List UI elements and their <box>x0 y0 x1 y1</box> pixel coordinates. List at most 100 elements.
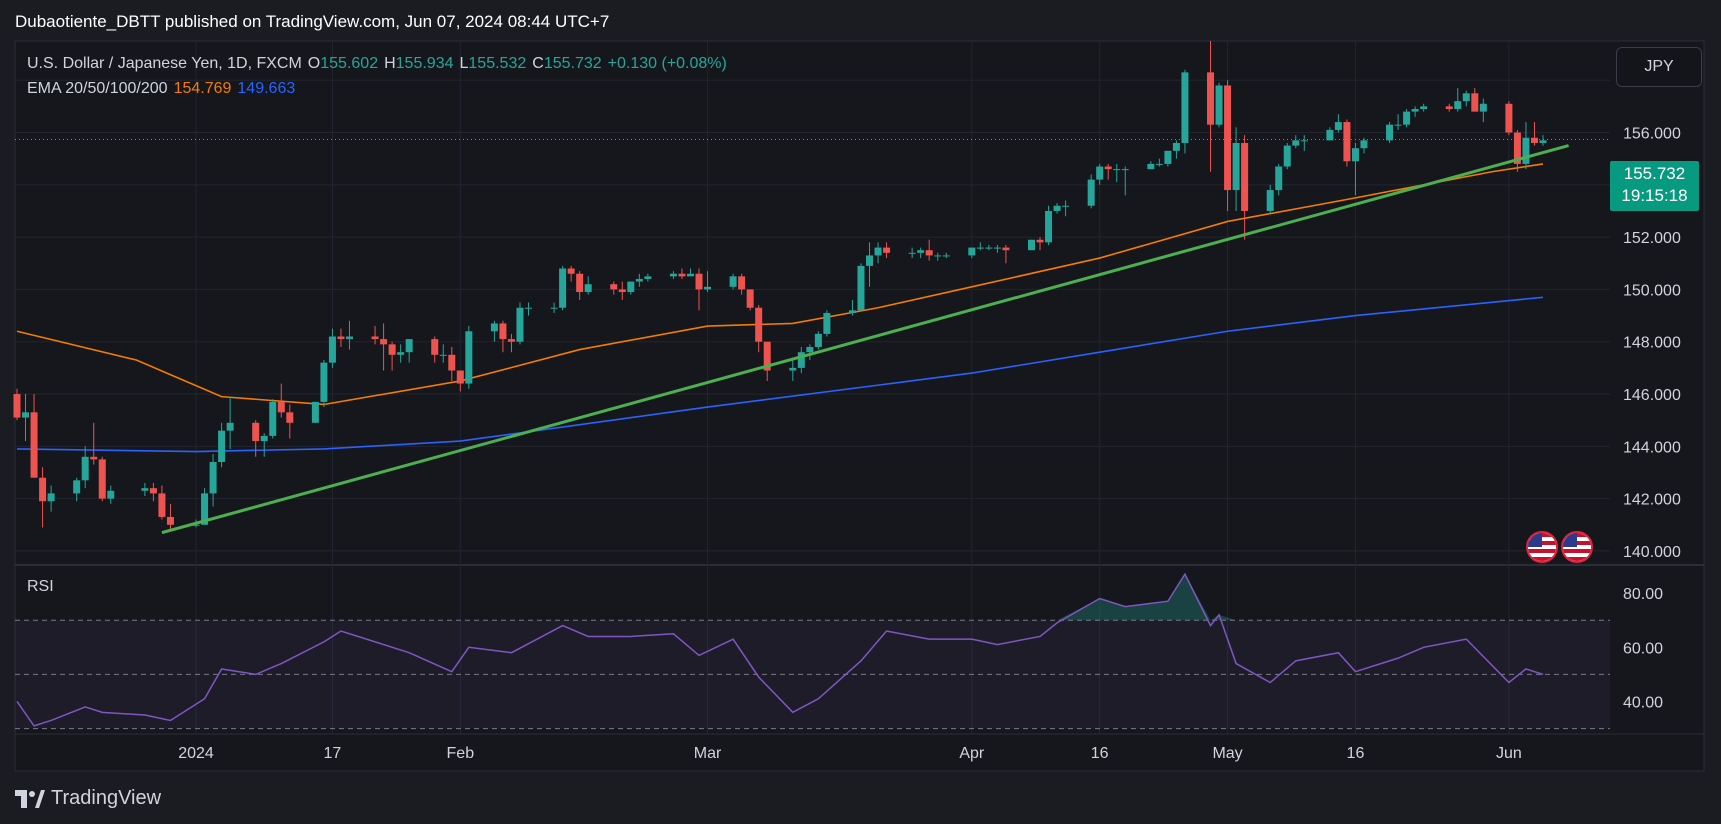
candle-body <box>1539 140 1547 143</box>
candle-body <box>192 524 200 526</box>
candle <box>985 244 993 251</box>
candle-body <box>576 273 584 293</box>
candle-body <box>439 354 447 356</box>
candle <box>499 320 507 353</box>
candle-body <box>1275 166 1283 191</box>
candle-body <box>1326 129 1334 141</box>
candle-body <box>1164 150 1172 164</box>
open-value: 155.602 <box>320 55 379 72</box>
candle-body <box>763 341 771 371</box>
candle <box>465 326 473 389</box>
candle-body <box>635 278 643 282</box>
candle <box>1104 163 1112 180</box>
candle <box>1360 137 1368 154</box>
candle <box>30 394 38 478</box>
candle-body <box>465 331 473 384</box>
tv-logo-icon <box>15 789 45 808</box>
candle <box>201 488 209 525</box>
candle <box>1164 150 1172 167</box>
candle <box>1062 200 1070 217</box>
candle <box>1275 163 1283 196</box>
candle-body <box>1394 124 1402 126</box>
close-value: 155.732 <box>543 55 602 72</box>
candle-body <box>260 435 268 442</box>
candle <box>388 341 396 371</box>
candle-body <box>1045 210 1053 243</box>
candle-body <box>73 480 81 494</box>
candle <box>1045 205 1053 245</box>
candle-body <box>1147 163 1155 170</box>
candle <box>1155 158 1163 167</box>
candle-body <box>584 284 592 293</box>
candle <box>1513 129 1521 172</box>
candle-body <box>90 456 98 460</box>
candle <box>328 328 336 368</box>
candle <box>1283 142 1291 170</box>
last-price-tag: 155.732 19:15:18 <box>1610 161 1699 211</box>
candle-body <box>1386 124 1394 141</box>
candle-body <box>857 265 865 311</box>
candle <box>490 320 498 342</box>
ema-200-value: 149.663 <box>237 80 296 97</box>
rsi-tick-label: 60.00 <box>1623 640 1663 657</box>
candle-body <box>942 255 950 257</box>
candle-body <box>1207 72 1215 125</box>
candle <box>269 399 277 439</box>
close-label: C <box>532 55 544 72</box>
rsi-tick-label: 40.00 <box>1623 694 1663 711</box>
price-tick-label: 148.000 <box>1623 335 1681 352</box>
candle-body <box>823 312 831 334</box>
candle <box>1386 122 1394 143</box>
candle-body <box>559 268 567 308</box>
candle-body <box>149 488 157 494</box>
candle <box>1121 166 1129 196</box>
candle-body <box>934 255 942 257</box>
candle <box>1403 108 1411 128</box>
candle <box>286 404 294 439</box>
candle <box>525 302 533 316</box>
candle-body <box>525 307 533 309</box>
candle <box>823 310 831 337</box>
candle-body <box>320 362 328 402</box>
candle <box>1462 90 1470 107</box>
candle <box>81 446 89 489</box>
rsi-tick-label: 80.00 <box>1623 586 1663 603</box>
ema-label: EMA 20/50/100/200 <box>27 80 168 97</box>
candle-body <box>1053 205 1061 211</box>
candle <box>627 281 635 295</box>
candle-body <box>1471 93 1479 112</box>
candle <box>166 503 174 531</box>
high-label: H <box>384 55 396 72</box>
candle-body <box>1360 140 1368 149</box>
candle-body <box>1283 145 1291 167</box>
us-flag-icon[interactable] <box>1561 531 1593 563</box>
tradingview-logo[interactable]: TradingView <box>15 787 161 810</box>
candle-body <box>874 247 882 256</box>
candle <box>1351 142 1359 196</box>
candle <box>1027 239 1035 251</box>
candle <box>1224 80 1232 211</box>
candle-body <box>107 490 115 499</box>
candle-body <box>746 289 754 308</box>
candle-body <box>1266 190 1274 211</box>
candle-body <box>686 273 694 277</box>
symbol-name: U.S. Dollar / Japanese Yen, 1D, FXCM <box>27 55 302 72</box>
candle-body <box>516 307 524 342</box>
candle-body <box>1479 103 1487 112</box>
candle <box>908 247 916 259</box>
candle-body <box>1036 239 1044 243</box>
candle-body <box>1232 142 1240 191</box>
us-flag-icon[interactable] <box>1526 531 1558 563</box>
symbol-legend: U.S. Dollar / Japanese Yen, 1D, FXCM O155… <box>27 55 733 73</box>
candle <box>678 268 686 279</box>
candle-body <box>669 273 677 277</box>
candle-body <box>1224 85 1232 191</box>
candle-body <box>1454 101 1462 109</box>
candle-body <box>1215 85 1223 125</box>
currency-button[interactable]: JPY <box>1616 47 1702 87</box>
ema-200-series <box>16 296 1544 453</box>
candle <box>456 370 464 392</box>
rsi-pane <box>15 572 1610 730</box>
candle-body <box>993 247 1001 249</box>
